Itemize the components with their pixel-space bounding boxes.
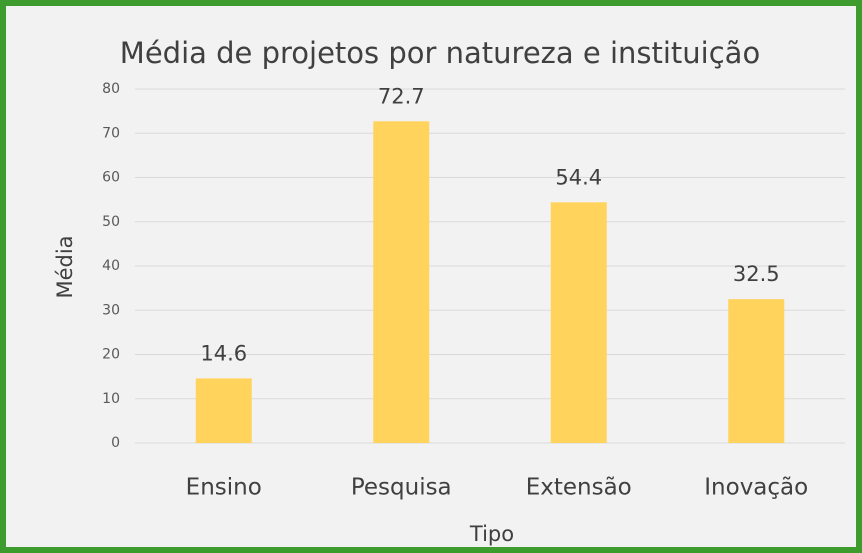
- y-tick-label: 0: [111, 435, 120, 451]
- bar: [550, 202, 607, 443]
- data-label: 54.4: [555, 165, 602, 189]
- y-tick-label: 70: [102, 125, 120, 141]
- chart-title: Média de projetos por natureza e institu…: [120, 36, 760, 70]
- x-tick-label: Ensino: [186, 475, 262, 501]
- y-axis-label: Média: [53, 235, 77, 298]
- bar: [195, 378, 252, 443]
- y-tick-label: 30: [102, 302, 120, 318]
- y-tick-label: 20: [102, 347, 120, 363]
- y-tick-label: 10: [102, 391, 120, 407]
- data-label: 32.5: [733, 262, 780, 286]
- y-tick-label: 50: [102, 214, 120, 230]
- bar: [373, 121, 430, 444]
- x-tick-label: Pesquisa: [351, 475, 452, 501]
- y-tick-label: 60: [102, 170, 120, 186]
- x-tick-label: Inovação: [704, 475, 808, 501]
- y-tick-label: 80: [102, 81, 120, 97]
- bar: [728, 299, 785, 443]
- data-label: 14.6: [200, 341, 247, 365]
- x-axis-label: Tipo: [469, 522, 514, 546]
- x-tick-label: Extensão: [526, 475, 632, 501]
- data-label: 72.7: [378, 84, 425, 108]
- y-tick-label: 40: [102, 258, 120, 274]
